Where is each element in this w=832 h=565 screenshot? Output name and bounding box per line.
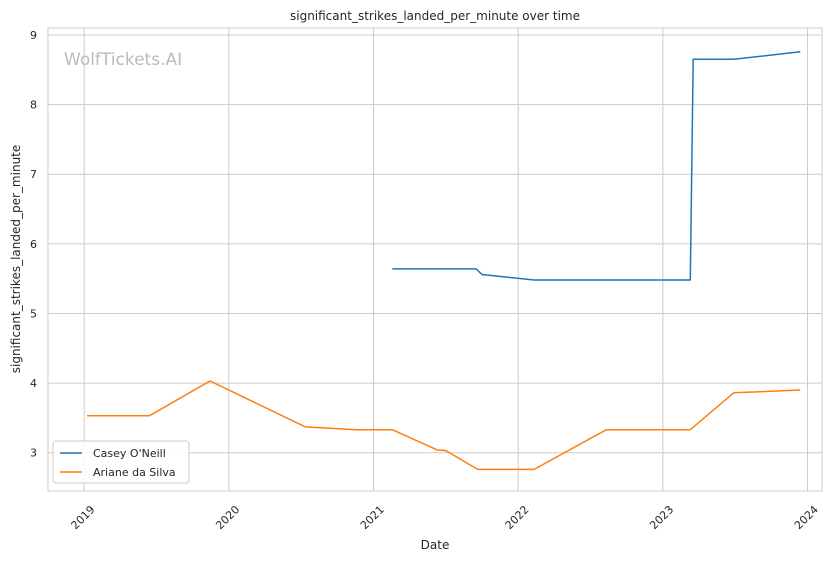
- watermark-text: WolfTickets.AI: [64, 50, 182, 70]
- x-axis-label: Date: [421, 538, 450, 552]
- y-tick-label: 7: [30, 168, 37, 181]
- grid-lines: [48, 28, 822, 491]
- y-tick-label: 6: [30, 238, 37, 251]
- chart-title: significant_strikes_landed_per_minute ov…: [290, 9, 580, 23]
- y-axis-label: significant_strikes_landed_per_minute: [9, 145, 23, 374]
- y-tick-label: 8: [30, 99, 37, 112]
- x-tick-label: 2023: [647, 503, 676, 532]
- legend-label-ariane-da-silva: Ariane da Silva: [93, 466, 176, 479]
- x-tick-label: 2024: [792, 503, 821, 532]
- y-tick-label: 4: [30, 377, 37, 390]
- series-line-casey-o-neill: [392, 50, 801, 281]
- y-tick-label: 9: [30, 29, 37, 42]
- x-tick-label: 2021: [358, 503, 387, 532]
- x-tick-label: 2019: [69, 503, 98, 532]
- plot-frame: [47, 27, 823, 492]
- y-tick-label: 5: [30, 307, 37, 320]
- x-tick-labels: 2019 2020 2021 2022 2023 2024: [69, 503, 821, 532]
- legend: Casey O'Neill Ariane da Silva: [52, 440, 190, 484]
- y-tick-label: 3: [30, 447, 37, 460]
- legend-label-casey-oneill: Casey O'Neill: [93, 447, 166, 460]
- series-line-ariane-da-silva: [87, 380, 801, 471]
- y-tick-labels: 3 4 5 6 7 8 9: [30, 29, 37, 460]
- series-layer: [87, 50, 801, 471]
- x-tick-label: 2022: [503, 503, 532, 532]
- legend-box: [52, 440, 190, 484]
- x-tick-label: 2020: [213, 503, 242, 532]
